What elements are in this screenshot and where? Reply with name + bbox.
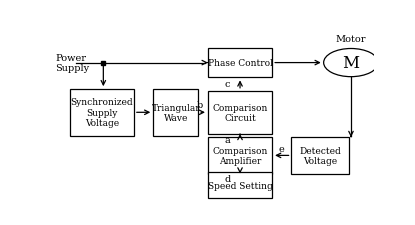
Text: d: d — [224, 174, 230, 183]
Text: Triangular
Wave: Triangular Wave — [151, 103, 200, 122]
Text: c: c — [225, 79, 230, 88]
Text: Detected
Voltage: Detected Voltage — [300, 146, 341, 165]
FancyBboxPatch shape — [70, 90, 134, 136]
Text: Comparison
Circuit: Comparison Circuit — [212, 103, 268, 122]
FancyBboxPatch shape — [208, 172, 272, 199]
Text: Speed Setting: Speed Setting — [208, 181, 272, 190]
Text: e: e — [279, 145, 285, 154]
Text: Synchronized
Supply
Voltage: Synchronized Supply Voltage — [71, 98, 133, 128]
Text: Phase Control: Phase Control — [208, 59, 273, 68]
FancyBboxPatch shape — [208, 91, 272, 134]
FancyBboxPatch shape — [291, 137, 349, 174]
Text: Comparison
Amplifier: Comparison Amplifier — [212, 146, 268, 165]
Circle shape — [324, 49, 378, 77]
FancyBboxPatch shape — [208, 137, 272, 174]
FancyBboxPatch shape — [208, 48, 272, 78]
FancyBboxPatch shape — [153, 90, 198, 136]
Text: M: M — [342, 55, 359, 72]
Text: Power
Supply: Power Supply — [55, 54, 89, 73]
Text: b: b — [197, 100, 203, 109]
Text: a: a — [224, 135, 230, 144]
Text: Motor: Motor — [336, 35, 366, 43]
